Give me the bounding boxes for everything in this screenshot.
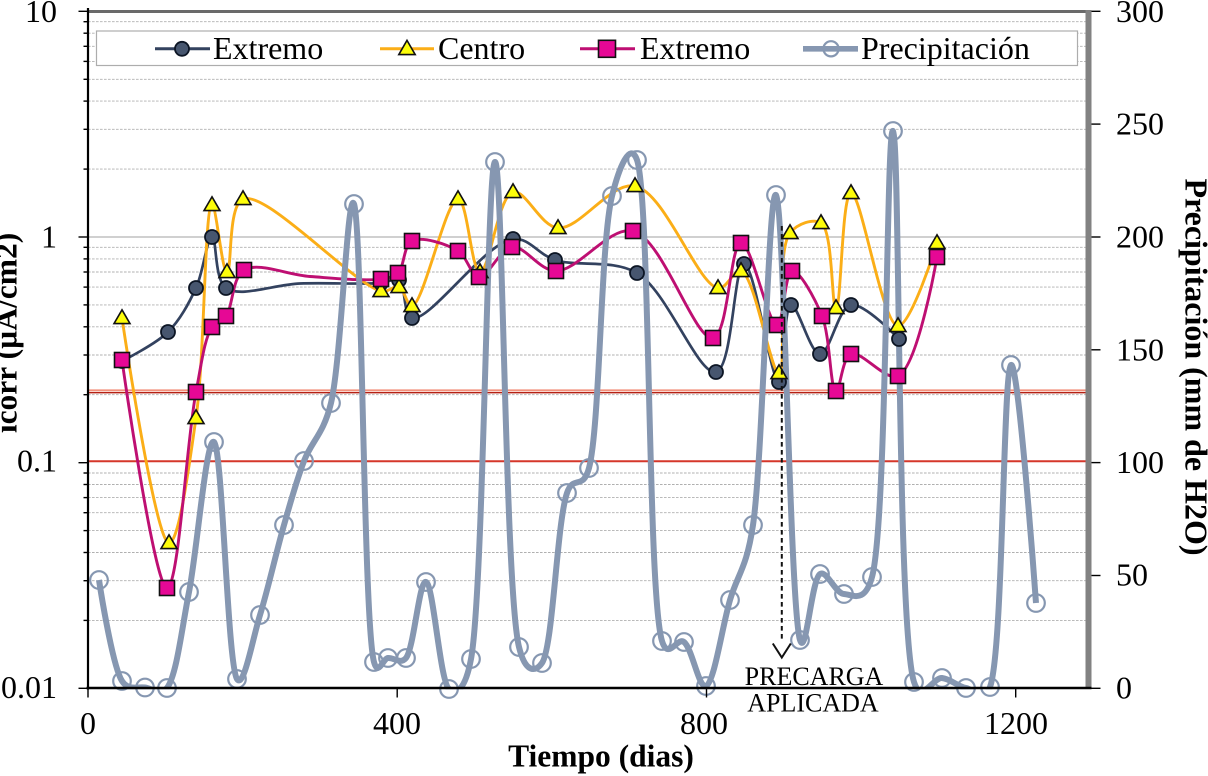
svg-text:800: 800 [680, 705, 728, 741]
svg-text:10: 10 [25, 0, 57, 29]
svg-text:Centro: Centro [438, 30, 525, 66]
svg-text:1: 1 [41, 219, 57, 255]
svg-text:300: 300 [1116, 0, 1164, 29]
svg-text:Extremo: Extremo [640, 30, 750, 66]
svg-text:200: 200 [1116, 219, 1164, 255]
svg-text:100: 100 [1116, 444, 1164, 480]
svg-text:1200: 1200 [984, 705, 1048, 741]
svg-text:150: 150 [1116, 332, 1164, 368]
svg-text:PRECARGA: PRECARGA [745, 662, 884, 691]
svg-text:400: 400 [373, 705, 421, 741]
svg-text:icorr (µA/cm2): icorr (µA/cm2) [0, 233, 24, 433]
svg-text:0.1: 0.1 [17, 443, 57, 479]
svg-text:Extremo: Extremo [213, 30, 323, 66]
svg-text:APLICADA: APLICADA [747, 689, 879, 718]
svg-text:0: 0 [1116, 670, 1132, 706]
svg-text:50: 50 [1116, 557, 1148, 593]
svg-text:Precipitación: Precipitación [861, 30, 1030, 66]
svg-text:Precipitación (mm de H2O): Precipitación (mm de H2O) [1179, 178, 1208, 555]
svg-text:0.01: 0.01 [1, 669, 57, 705]
svg-text:0: 0 [80, 705, 96, 741]
svg-text:250: 250 [1116, 106, 1164, 142]
svg-text:Tiempo (dias): Tiempo (dias) [508, 739, 694, 774]
